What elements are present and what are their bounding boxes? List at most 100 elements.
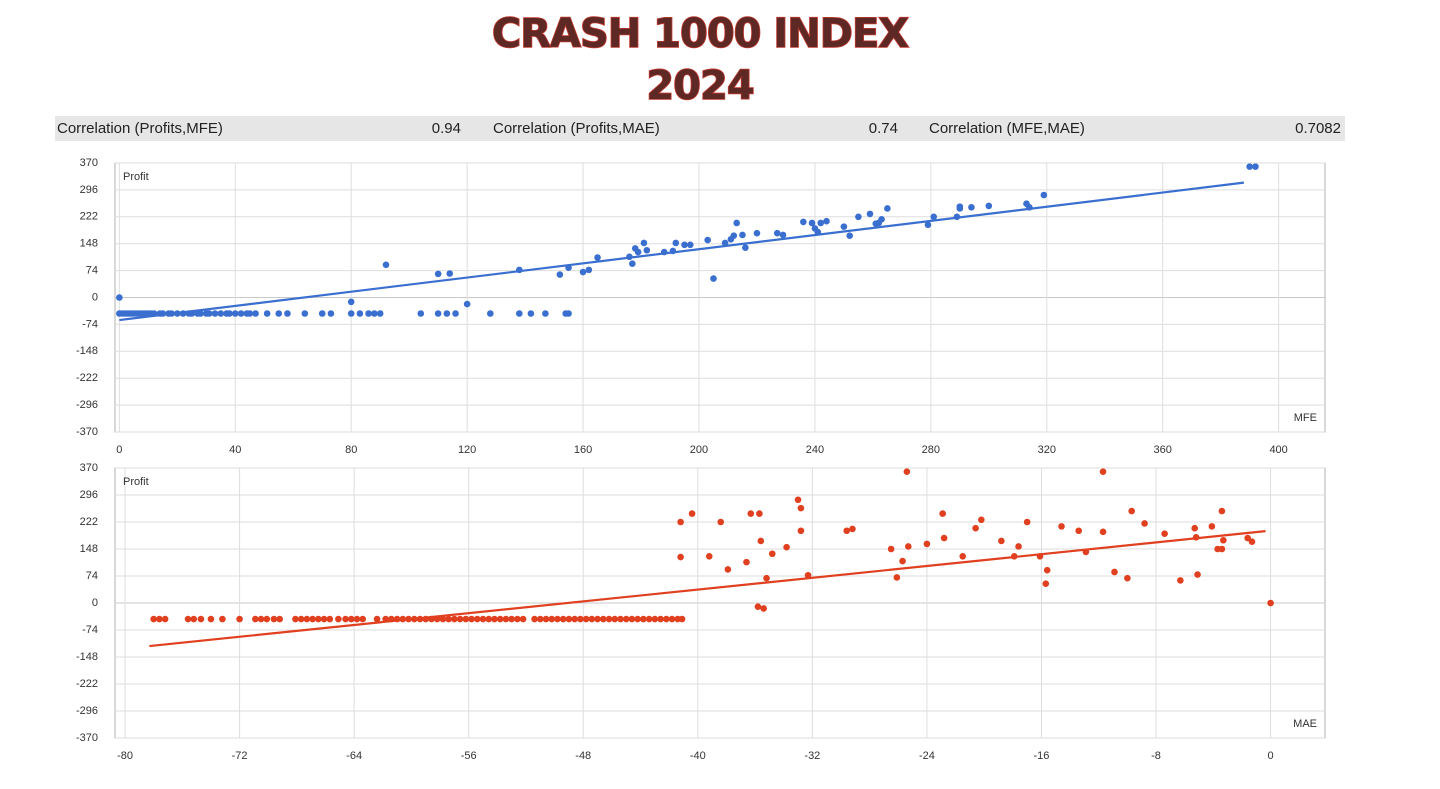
point — [846, 232, 853, 240]
point — [1075, 527, 1083, 535]
point — [1220, 536, 1227, 544]
point — [434, 310, 442, 317]
stat-label: Correlation (Profits,MAE) — [493, 120, 660, 137]
point — [1042, 580, 1050, 587]
point — [446, 270, 454, 277]
y-tick-label: -74 — [82, 318, 98, 330]
point — [270, 615, 278, 623]
x-tick-label: -56 — [461, 750, 477, 762]
x-tick-label: 400 — [1269, 444, 1287, 456]
point — [640, 239, 648, 247]
x-tick-label: 160 — [574, 444, 592, 456]
point — [905, 543, 912, 550]
point — [217, 310, 225, 317]
point — [315, 615, 322, 623]
point — [347, 615, 355, 623]
x-tick-label: 40 — [229, 444, 241, 456]
x-tick-label: 320 — [1038, 444, 1056, 456]
point — [556, 271, 564, 278]
y-tick-label: -222 — [76, 678, 98, 690]
y-tick-label: -370 — [76, 732, 98, 744]
point — [817, 219, 825, 227]
point — [1099, 528, 1107, 536]
point — [301, 310, 309, 317]
point — [645, 615, 653, 623]
point — [893, 574, 901, 581]
point — [275, 310, 283, 317]
point — [353, 615, 361, 623]
point — [956, 205, 964, 212]
point — [150, 615, 157, 623]
point — [376, 310, 384, 317]
point — [773, 229, 781, 237]
point — [1128, 507, 1135, 515]
point — [445, 615, 452, 623]
point — [753, 229, 761, 237]
point — [496, 615, 504, 623]
point — [582, 615, 590, 623]
point — [335, 615, 342, 623]
point — [742, 244, 749, 251]
point — [373, 615, 381, 623]
point — [190, 615, 198, 623]
x-tick-label: -72 — [232, 750, 248, 762]
point — [1015, 543, 1022, 550]
point — [487, 310, 494, 317]
x-tick-label: -40 — [690, 750, 706, 762]
point — [634, 248, 642, 256]
y-tick-label: 370 — [80, 157, 98, 169]
point — [197, 615, 205, 623]
point — [688, 510, 696, 517]
point — [710, 275, 717, 282]
y-tick-label: 222 — [80, 211, 98, 223]
point — [485, 615, 493, 623]
point — [327, 310, 335, 317]
point — [236, 615, 243, 623]
point — [677, 553, 684, 561]
point — [257, 615, 265, 623]
point — [939, 510, 946, 517]
point — [356, 310, 364, 317]
y-tick-label: 296 — [80, 489, 98, 501]
point — [116, 294, 123, 301]
point — [565, 615, 573, 623]
point — [542, 615, 550, 623]
point — [451, 615, 458, 623]
y-axis-label: Profit — [123, 476, 149, 488]
point — [747, 510, 755, 517]
point — [326, 615, 334, 623]
point — [1043, 566, 1051, 574]
point — [924, 221, 932, 229]
point — [443, 310, 451, 317]
x-tick-label: 120 — [458, 444, 476, 456]
y-tick-label: 74 — [86, 265, 98, 277]
point — [548, 615, 556, 623]
point — [985, 202, 993, 210]
point — [303, 615, 311, 623]
stat-value: 0.74 — [869, 120, 898, 137]
point — [628, 615, 636, 623]
point — [634, 615, 641, 623]
point — [585, 266, 593, 274]
point — [730, 232, 738, 240]
point — [452, 310, 459, 317]
y-tick-label: 0 — [92, 291, 98, 303]
point — [382, 261, 390, 269]
point — [292, 615, 299, 623]
point — [878, 216, 885, 223]
point — [855, 213, 862, 221]
point — [1252, 163, 1259, 170]
x-tick-label: -64 — [346, 750, 362, 762]
point — [1058, 523, 1065, 530]
point — [668, 615, 676, 623]
point — [276, 615, 283, 623]
point — [768, 550, 776, 558]
point — [705, 552, 713, 560]
trendline — [119, 181, 1244, 322]
y-tick-label: -148 — [76, 345, 98, 357]
point — [972, 524, 979, 532]
point — [887, 545, 895, 553]
point — [252, 310, 259, 317]
point — [462, 615, 470, 623]
point — [434, 270, 442, 278]
